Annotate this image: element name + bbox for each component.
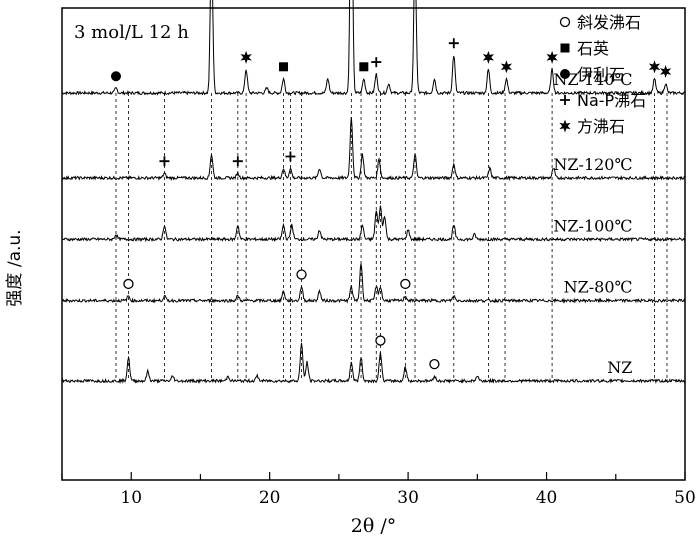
plus-marker [448,38,459,49]
legend-entry-label: 斜发沸石 [577,13,641,32]
open-circle-marker [400,278,411,290]
plot-frame [61,7,686,481]
peak-markers [110,38,672,370]
plus-marker [371,57,382,68]
plus-marker [560,95,570,105]
x-axis-label: 2θ /° [351,515,396,537]
series-label: NZ-120℃ [553,155,632,174]
series-label: NZ [607,358,632,377]
series-label: NZ-80℃ [564,278,633,297]
series-trace [61,205,686,243]
star-marker [240,50,252,64]
open-circle-marker [123,278,134,290]
open-circle-marker [375,335,386,346]
series-trace [61,263,686,304]
series-label: NZ-140℃ [553,70,632,89]
legend-entry-label: 石英 [577,39,609,58]
x-tick-label: 10 [120,488,142,508]
series-trace [61,342,686,385]
plus-marker [159,156,170,167]
open-circle-marker [429,359,440,370]
square-marker [560,43,570,53]
condition-annotation: 3 mol/L 12 h [74,22,189,43]
legend-entry-label: Na-P沸石 [577,91,646,110]
plus-marker [285,151,296,162]
circle-marker [560,69,570,79]
reference-lines [115,92,668,381]
square-marker [279,62,289,72]
x-tick-label: 50 [674,488,696,508]
x-tick-label: 20 [259,488,281,508]
series-label: NZ-100℃ [553,216,632,235]
x-tick-label: 40 [536,488,558,508]
y-axis-label: 强度 /a.u. [5,229,25,306]
star-marker [482,50,494,64]
series-labels: NZ-140℃ NZ-120℃ NZ-100℃ NZ-80℃ NZ [553,70,632,377]
x-tick-label: 30 [397,488,419,508]
series-layer [61,0,686,385]
legend-entry-label: 方沸石 [577,117,625,136]
open-circle-marker [296,269,307,280]
legend-entry-label: 伊利石 [577,65,625,84]
series-trace [61,116,686,182]
star-marker [660,65,672,78]
circle-marker [110,71,121,82]
star-marker [648,60,661,74]
x-axis-ticks: 10 20 30 40 50 [61,472,696,508]
star-marker [559,119,571,133]
square-marker [359,62,369,72]
open-circle-marker [559,16,571,28]
star-marker [546,50,558,64]
series-trace [61,0,686,96]
plus-marker [232,156,243,167]
star-marker [500,60,512,74]
